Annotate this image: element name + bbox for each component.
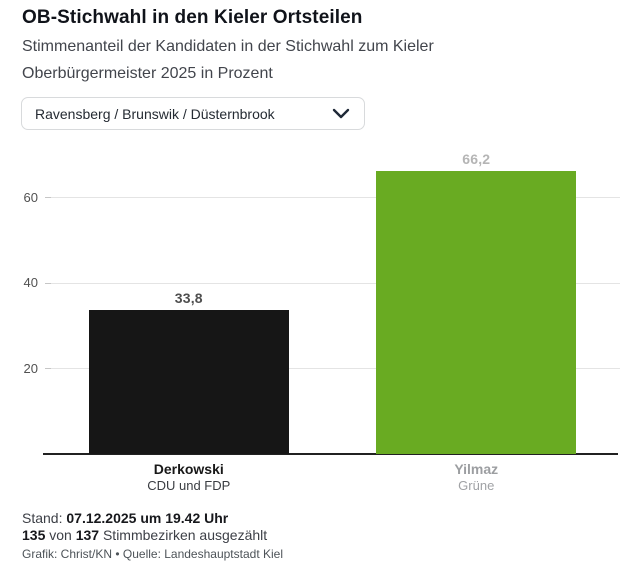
ytick-label-40: 40 bbox=[23, 275, 38, 291]
axis-tick-40 bbox=[45, 282, 51, 284]
chevron-down-icon bbox=[332, 108, 350, 119]
ytick-label-60: 60 bbox=[23, 189, 38, 205]
bar-derkowski bbox=[88, 310, 289, 454]
gridline-40 bbox=[45, 282, 620, 284]
counted-number: 135 bbox=[22, 527, 46, 543]
subtitle-line-2: Oberbürgermeister 2025 in Prozent bbox=[22, 65, 273, 82]
counted-total: 137 bbox=[75, 527, 100, 543]
credit-source-line: Grafik: Christ/KN • Quelle: Landeshaupts… bbox=[22, 547, 283, 561]
counted-rest: Stimmbezirken ausgezählt bbox=[99, 527, 268, 543]
gridline-60 bbox=[45, 197, 620, 199]
stand-value: 07.12.2025 um 19.42 Uhr bbox=[66, 510, 229, 526]
counted-of: von bbox=[45, 527, 76, 543]
xlabel-group-yilmaz: Yilmaz Grüne bbox=[333, 461, 621, 494]
party-label: CDU und FDP bbox=[147, 478, 231, 493]
party-label: Grüne bbox=[458, 478, 495, 493]
ytick-label-20: 20 bbox=[23, 360, 38, 376]
subtitle-line-1: Stimmenanteil der Kandidaten in der Stic… bbox=[22, 38, 434, 55]
xlabel-group-derkowski: Derkowski CDU und FDP bbox=[45, 461, 333, 494]
value-label-derkowski: 33,8 bbox=[174, 290, 203, 306]
gridline-20 bbox=[45, 368, 620, 370]
axis-tick-20 bbox=[45, 368, 51, 370]
axis-tick-60 bbox=[45, 197, 51, 199]
candidate-name-label: Yilmaz bbox=[454, 461, 499, 477]
bar-chart-plot: 20 40 60 33,8 Derkowski CDU und FDP 66,2 Yilmaz… bbox=[24, 151, 620, 493]
bar-yilmaz bbox=[376, 171, 577, 454]
district-dropdown[interactable]: Ravensberg / Brunswik / Düsternbrook bbox=[21, 97, 365, 130]
candidate-name-label: Derkowski bbox=[153, 461, 224, 477]
value-label-yilmaz: 66,2 bbox=[462, 151, 491, 167]
district-dropdown-value: Ravensberg / Brunswik / Düsternbrook bbox=[35, 105, 275, 122]
stand-label: Stand: bbox=[22, 510, 67, 526]
counted-districts: 135 von 137 Stimmbezirken ausgezählt bbox=[22, 527, 267, 544]
x-axis-baseline bbox=[43, 453, 618, 455]
chart-subtitle: Stimmenanteil der Kandidaten in der Stic… bbox=[22, 33, 434, 87]
status-timestamp: Stand: 07.12.2025 um 19.42 Uhr bbox=[22, 510, 228, 527]
page-title: OB-Stichwahl in den Kieler Ortsteilen bbox=[22, 7, 363, 28]
